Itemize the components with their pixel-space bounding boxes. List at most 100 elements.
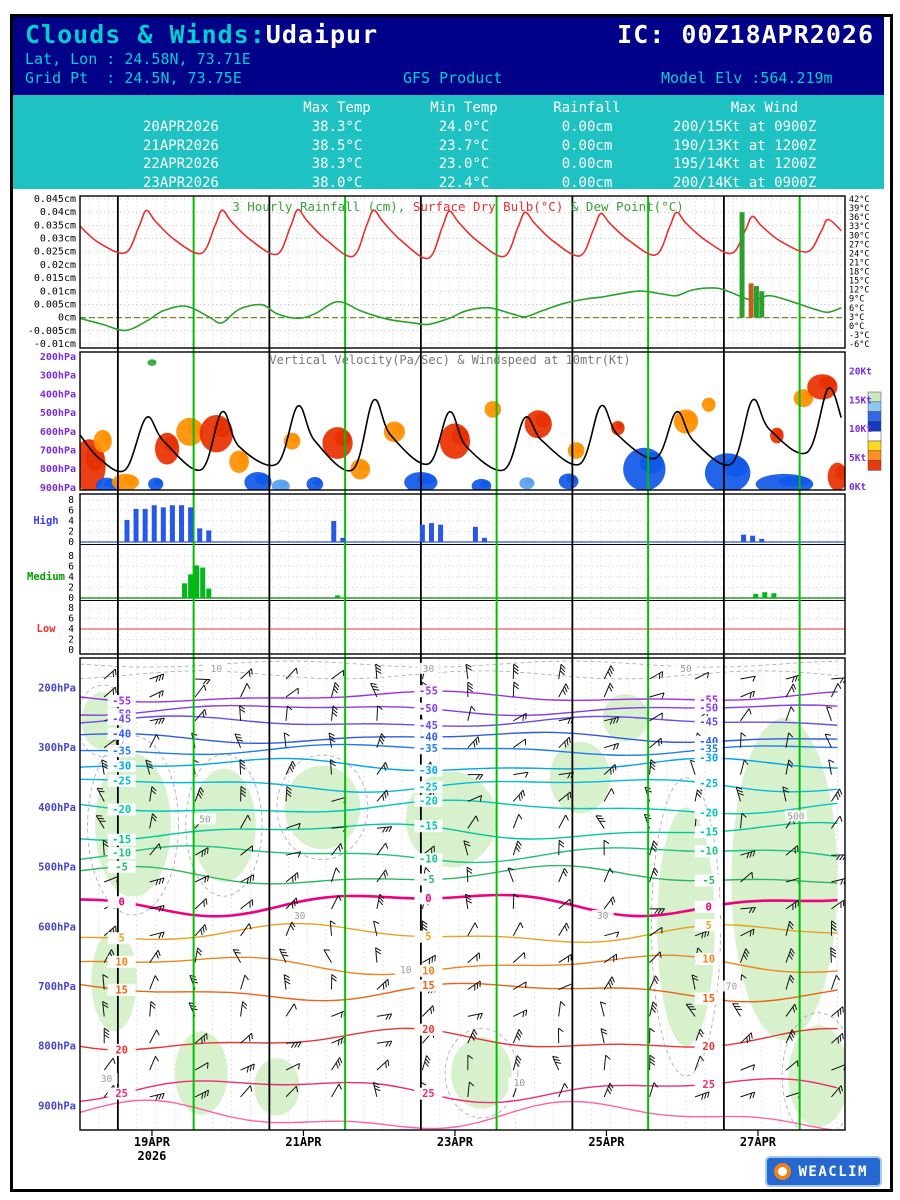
svg-text:800hPa: 800hPa <box>40 464 76 475</box>
svg-text:8: 8 <box>68 551 74 562</box>
svg-text:-55: -55 <box>419 686 438 698</box>
svg-text:15: 15 <box>115 984 128 996</box>
svg-text:50: 50 <box>680 664 692 675</box>
weaclim-logo-icon <box>774 1163 792 1180</box>
svg-text:-5: -5 <box>702 875 715 887</box>
svg-text:24°C: 24°C <box>849 249 869 259</box>
summary-col-maxwind: Max Wind <box>730 100 799 116</box>
svg-text:-45: -45 <box>699 717 718 729</box>
title-row: Clouds & Winds: Udaipur IC: 00Z18APR2026 <box>13 17 884 49</box>
svg-text:-20: -20 <box>419 795 438 807</box>
svg-text:3°C: 3°C <box>849 313 864 323</box>
svg-text:18°C: 18°C <box>849 268 869 278</box>
svg-text:300hPa: 300hPa <box>40 371 76 382</box>
svg-text:21°C: 21°C <box>849 258 869 268</box>
summary-header-row: Max Temp Min Temp Rainfall Max Wind <box>13 95 884 118</box>
svg-text:0.015cm: 0.015cm <box>34 273 76 284</box>
svg-text:0.01cm: 0.01cm <box>40 286 76 297</box>
svg-text:-40: -40 <box>112 728 131 740</box>
svg-text:30: 30 <box>101 1074 113 1085</box>
svg-text:5: 5 <box>706 920 712 932</box>
summary-cell: 38.0°C <box>311 174 363 191</box>
svg-text:-25: -25 <box>112 775 131 787</box>
svg-text:-10: -10 <box>419 854 438 866</box>
grid-pt: Grid Pt : 24.5N, 73.75E <box>25 69 242 87</box>
page-title-city: Udaipur <box>265 20 379 49</box>
svg-text:-20: -20 <box>699 807 718 819</box>
svg-text:10: 10 <box>702 953 715 965</box>
summary-col-rainfall: Rainfall <box>553 100 621 116</box>
svg-text:27°C: 27°C <box>849 240 869 250</box>
svg-text:10: 10 <box>514 1078 526 1089</box>
svg-text:600hPa: 600hPa <box>38 921 76 933</box>
svg-text:-5: -5 <box>115 861 128 873</box>
svg-text:2: 2 <box>68 635 74 646</box>
svg-text:0.045cm: 0.045cm <box>34 194 76 205</box>
svg-text:Vertical Velocity(Pa/Sec) & Wi: Vertical Velocity(Pa/Sec) & Windspeed at… <box>269 353 630 367</box>
svg-text:36°C: 36°C <box>849 213 869 223</box>
svg-text:5Kt: 5Kt <box>849 453 866 464</box>
svg-text:10: 10 <box>211 664 223 675</box>
svg-text:0.04cm: 0.04cm <box>40 207 76 218</box>
svg-text:-10: -10 <box>699 846 718 858</box>
svg-text:33°C: 33°C <box>849 222 869 232</box>
summary-row: 20APR2026 38.3°C 24.0°C 0.00cm 200/15Kt at 0… <box>13 118 884 137</box>
svg-text:10: 10 <box>422 965 435 977</box>
svg-text:5: 5 <box>118 933 124 945</box>
weaclim-brand-text: WEACLIM <box>798 1163 868 1180</box>
summary-rows: 20APR2026 38.3°C 24.0°C 0.00cm 200/15Kt at 0… <box>13 118 884 192</box>
svg-text:0: 0 <box>68 593 74 604</box>
summary-cell: 22APR2026 <box>143 156 219 173</box>
header: Clouds & Winds: Udaipur IC: 00Z18APR2026 … <box>13 17 884 95</box>
svg-text:12°C: 12°C <box>849 286 869 296</box>
summary-cell: 200/14Kt at 0900Z <box>673 174 817 191</box>
summary-cell: 0.00cm <box>561 119 613 136</box>
svg-text:0.02cm: 0.02cm <box>40 260 76 271</box>
svg-text:70: 70 <box>726 982 738 993</box>
svg-text:-25: -25 <box>419 782 438 794</box>
svg-text:High: High <box>33 515 58 527</box>
summary-cell: 20APR2026 <box>143 119 219 136</box>
svg-text:500: 500 <box>787 811 804 822</box>
svg-text:0: 0 <box>68 537 74 548</box>
svg-text:200hPa: 200hPa <box>38 683 76 695</box>
svg-text:200hPa: 200hPa <box>40 352 76 363</box>
summary-cell: 0.00cm <box>561 156 613 173</box>
svg-text:-45: -45 <box>419 720 438 732</box>
svg-text:-55: -55 <box>112 696 131 708</box>
svg-text:-15: -15 <box>112 834 131 846</box>
svg-text:0Kt: 0Kt <box>849 482 866 493</box>
svg-text:19APR: 19APR <box>134 1135 171 1149</box>
svg-text:20: 20 <box>422 1024 435 1036</box>
summary-cell: 38.3°C <box>311 119 363 136</box>
svg-text:0°C: 0°C <box>849 322 864 332</box>
svg-text:42°C: 42°C <box>849 195 869 205</box>
svg-text:2: 2 <box>68 583 74 594</box>
svg-text:600hPa: 600hPa <box>40 427 76 438</box>
svg-text:8: 8 <box>68 603 74 614</box>
summary-cell: 0.00cm <box>561 174 613 191</box>
svg-text:900hPa: 900hPa <box>38 1100 76 1112</box>
svg-text:10: 10 <box>115 956 128 968</box>
svg-text:-40: -40 <box>419 731 438 743</box>
svg-text:25: 25 <box>702 1079 715 1091</box>
svg-text:-50: -50 <box>699 702 718 714</box>
svg-text:20Kt: 20Kt <box>849 366 872 377</box>
svg-text:-30: -30 <box>112 761 131 773</box>
svg-text:-20: -20 <box>112 804 131 816</box>
forecast-summary-table: Max Temp Min Temp Rainfall Max Wind 20AP… <box>13 95 884 192</box>
svg-text:15°C: 15°C <box>849 277 869 287</box>
svg-text:400hPa: 400hPa <box>38 802 76 814</box>
svg-text:8: 8 <box>68 495 74 506</box>
svg-text:6: 6 <box>68 614 74 625</box>
latlon-row: Lat, Lon : 24.58N, 73.71E <box>13 49 884 68</box>
svg-text:4: 4 <box>68 624 74 635</box>
svg-text:-15: -15 <box>419 821 438 833</box>
svg-text:2: 2 <box>68 527 74 538</box>
svg-text:-0.01cm: -0.01cm <box>34 339 76 350</box>
svg-text:15: 15 <box>422 980 435 992</box>
svg-text:21APR: 21APR <box>285 1135 322 1149</box>
svg-text:900hPa: 900hPa <box>40 483 76 494</box>
svg-text:0cm: 0cm <box>58 313 76 324</box>
